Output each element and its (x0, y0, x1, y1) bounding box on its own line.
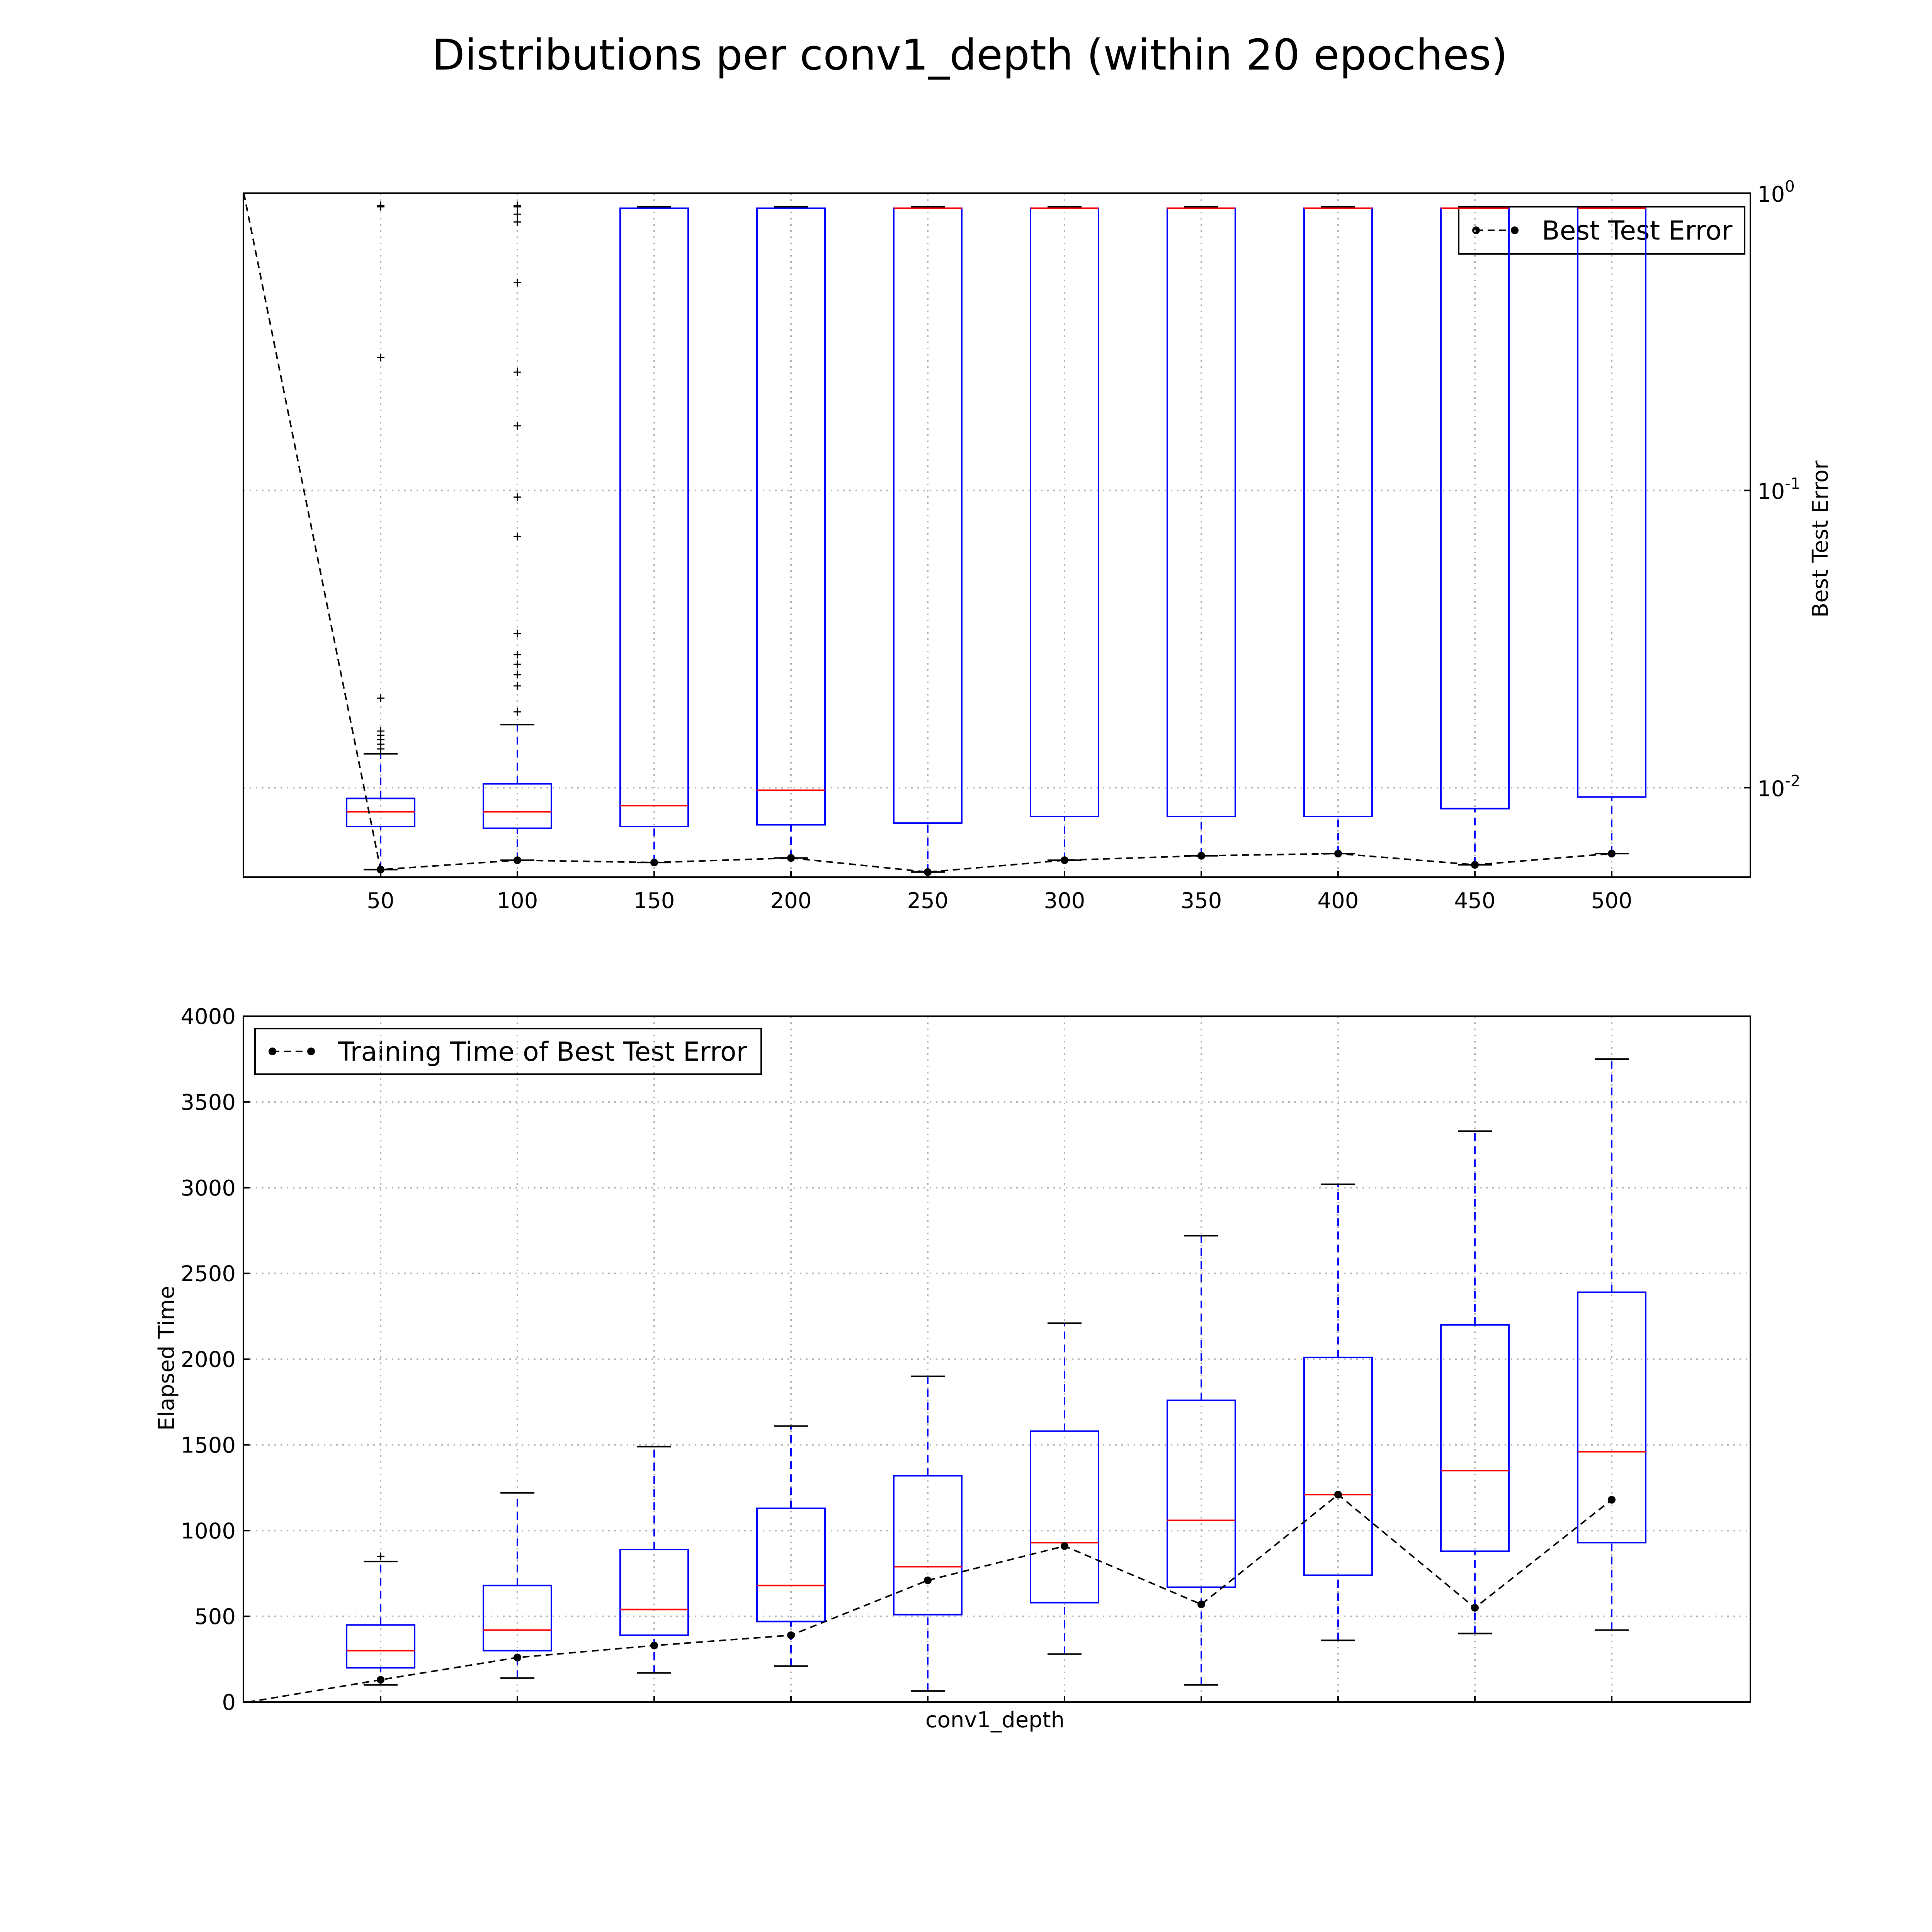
bottom-y-tick-label: 1500 (180, 1433, 236, 1458)
bottom-panel-elapsed-time: Elapsed Time conv1_depth Training Time o… (154, 1004, 1751, 1733)
top-x-tick-label: 150 (634, 888, 675, 913)
bottom-training-time-point (1608, 1496, 1616, 1504)
bottom-box-body (483, 1585, 552, 1651)
top-best-test-error-point (1608, 850, 1616, 858)
bottom-legend-point-sample (269, 1048, 276, 1055)
bottom-box-body (619, 1549, 689, 1636)
bottom-y-tick-label: 1000 (180, 1519, 236, 1544)
top-box-body (483, 783, 552, 829)
top-legend-label: Best Test Error (1542, 216, 1733, 246)
top-panel-best-test-error: Best Test Error Best Test Error 50 100 150… (243, 178, 1833, 913)
bottom-y-tick-label: 3000 (180, 1176, 236, 1201)
top-best-test-error-point (650, 859, 658, 867)
bottom-box-500 (1577, 1058, 1646, 1631)
bottom-training-time-point (514, 1653, 521, 1662)
top-box-body (756, 207, 826, 826)
top-plot-frame (243, 192, 1751, 878)
top-x-tick-label: 450 (1454, 888, 1496, 913)
bottom-legend: Training Time of Best Test Error (254, 1028, 762, 1075)
top-best-test-error-point (1197, 852, 1205, 860)
top-box-100 (483, 201, 552, 861)
bottom-training-time-point (650, 1641, 658, 1650)
bottom-training-time-point (1334, 1491, 1342, 1499)
top-y-tick-label: 100 (1757, 178, 1795, 207)
bottom-box-body (1303, 1357, 1373, 1576)
bottom-box-150 (619, 1446, 689, 1674)
bottom-box-body (893, 1475, 963, 1616)
bottom-box-body (1030, 1430, 1099, 1604)
bottom-training-time-line (248, 1493, 1612, 1703)
bottom-box-450 (1440, 1130, 1510, 1634)
bottom-training-time-point (787, 1631, 795, 1639)
bottom-y-tick-label: 2000 (180, 1347, 236, 1372)
top-box-300 (1030, 206, 1099, 861)
bottom-box-body (756, 1507, 826, 1622)
top-best-test-error-point (514, 856, 521, 864)
top-best-test-error-point (1471, 861, 1479, 869)
bottom-box-200 (756, 1425, 826, 1667)
bottom-box-body (346, 1624, 415, 1669)
bottom-y-tick-label: 3500 (180, 1090, 236, 1115)
top-legend-point-sample (1511, 226, 1519, 234)
bottom-box-body (1440, 1324, 1510, 1552)
bottom-box-250 (893, 1375, 963, 1692)
top-x-tick-label: 300 (1044, 888, 1085, 913)
top-x-tick-label: 50 (367, 888, 394, 913)
bottom-box-body (1167, 1400, 1236, 1588)
bottom-y-tick-label: 4000 (180, 1004, 236, 1029)
top-best-test-error-point (1061, 856, 1068, 864)
top-x-tick-label: 400 (1318, 888, 1359, 913)
top-legend-point-sample (1472, 226, 1480, 234)
bottom-legend-label: Training Time of Best Test Error (338, 1037, 747, 1067)
bottom-y-tick-label: 0 (222, 1690, 236, 1715)
bottom-box-body (1577, 1291, 1646, 1544)
bottom-y-axis-label: Elapsed Time (154, 1286, 179, 1431)
top-box-50 (346, 201, 415, 871)
top-best-test-error-point (1334, 850, 1342, 858)
top-y-axis-label: Best Test Error (1808, 460, 1833, 617)
bottom-box-50 (346, 1552, 415, 1686)
top-y-tick-label: 10-1 (1757, 475, 1800, 504)
top-box-body (619, 207, 689, 828)
top-x-tick-label: 200 (770, 888, 812, 913)
top-x-tick-label: 500 (1591, 888, 1633, 913)
top-box-200 (756, 206, 826, 859)
top-x-tick-label: 100 (497, 888, 538, 913)
top-box-250 (893, 206, 963, 873)
top-box-450 (1440, 206, 1510, 866)
bottom-training-time-point (1061, 1542, 1068, 1550)
bottom-y-tick-label: 2500 (180, 1262, 236, 1287)
top-best-test-error-line (243, 193, 1612, 873)
top-y-tick-label: 10-2 (1757, 772, 1800, 801)
bottom-box-300 (1030, 1322, 1099, 1655)
bottom-legend-frame (254, 1028, 762, 1075)
top-best-test-error-point (787, 854, 795, 862)
bottom-y-tick-label: 500 (194, 1604, 236, 1629)
top-legend-frame (1458, 206, 1745, 255)
bottom-legend-point-sample (307, 1048, 315, 1055)
bottom-training-time-point (377, 1676, 384, 1684)
top-best-test-error-point (377, 866, 384, 874)
bottom-training-time-point (924, 1576, 932, 1584)
figure-title: Distributions per conv1_depth (within 20… (432, 30, 1508, 80)
bottom-x-axis-label: conv1_depth (925, 1708, 1065, 1733)
bottom-training-time-point (1197, 1600, 1205, 1609)
top-legend: Best Test Error (1458, 206, 1745, 255)
bottom-training-time-point (1471, 1604, 1479, 1612)
top-x-tick-label: 350 (1181, 888, 1222, 913)
top-x-tick-label: 250 (907, 888, 949, 913)
bottom-box-100 (483, 1492, 552, 1679)
